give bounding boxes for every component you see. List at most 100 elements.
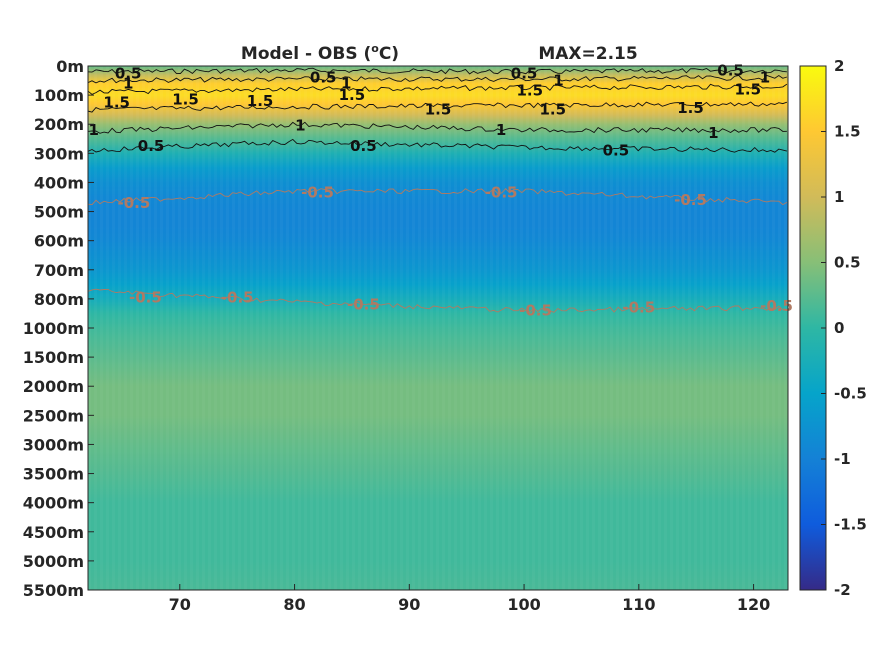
contour-label: 1.5 [735, 80, 762, 98]
contour-label: 1.5 [172, 91, 199, 109]
y-tick-label: 3000m [23, 435, 84, 454]
texture-stripe [292, 66, 295, 590]
colorbar: 2 1.5 1 0.5 0 -0.5 -1 -1.5 -2 [799, 57, 867, 599]
y-tick-label: 700m [34, 261, 84, 280]
texture-stripe [106, 66, 109, 590]
heatmap-texture [88, 66, 787, 590]
chart-title: Model - OBS (oC) [241, 42, 399, 64]
x-tick-label: 100 [507, 595, 540, 614]
texture-stripe [466, 66, 469, 590]
y-tick-label: 0m [56, 57, 84, 76]
contour-label: -0.5 [622, 299, 655, 317]
contour-label: -0.5 [301, 184, 334, 202]
colorbar-tick-label: 0.5 [834, 254, 861, 272]
x-tick-label: 80 [283, 595, 305, 614]
texture-stripe [772, 66, 775, 590]
texture-stripe [700, 66, 703, 590]
contour-label: 0.5 [115, 64, 142, 82]
texture-stripe [346, 66, 349, 590]
texture-stripe [100, 66, 103, 590]
contour-label: 0.5 [511, 64, 538, 82]
contour-line [88, 288, 787, 313]
contour-label: 1.5 [103, 93, 130, 111]
texture-stripe [310, 66, 313, 590]
contour-line [88, 74, 788, 84]
heatmap-field [88, 66, 788, 590]
y-tick-label: 400m [34, 173, 84, 192]
contour-label: 1.5 [517, 82, 544, 100]
texture-stripe [562, 66, 565, 590]
texture-stripe [232, 66, 235, 590]
contour-line [88, 101, 788, 113]
plot-area: 0.511.5 1.5 1.50.5 11.510.510.51.50.5 11.51.… [87, 61, 793, 591]
contour-label: 0.5 [603, 141, 630, 159]
texture-stripe [172, 66, 175, 590]
texture-stripe [190, 66, 193, 590]
contour-label: 1 [88, 121, 98, 139]
contour-label: -0.5 [221, 288, 254, 306]
contour-label: 1.5 [339, 86, 366, 104]
texture-stripe [286, 66, 289, 590]
y-axis: 0m 100m 200m 300m 400m 500m 600m 700m 800m 1000m 1… [23, 57, 94, 600]
texture-stripe [688, 66, 691, 590]
texture-stripe [508, 66, 511, 590]
x-tick-label: 110 [622, 595, 655, 614]
texture-stripe [238, 66, 241, 590]
contour-label: 1 [341, 75, 351, 93]
texture-stripe [490, 66, 493, 590]
texture-stripe [118, 66, 121, 590]
texture-stripe [778, 66, 781, 590]
y-tick-label: 5000m [23, 552, 84, 571]
texture-stripe [538, 66, 541, 590]
y-tick-label: 300m [34, 144, 84, 163]
texture-stripe [520, 66, 523, 590]
contour-label: 1 [295, 117, 305, 135]
texture-stripe [724, 66, 727, 590]
texture-stripe [646, 66, 649, 590]
contour-labels: 0.511.5 1.5 1.50.5 11.510.510.51.50.5 11.51.… [88, 61, 792, 319]
texture-stripe [766, 66, 769, 590]
texture-stripe [316, 66, 319, 590]
contour-label: -0.5 [519, 302, 552, 320]
contour-line [88, 67, 787, 75]
y-tick-label: 1500m [23, 348, 84, 367]
contour-label: 0.5 [310, 69, 337, 87]
contour-label: -0.5 [674, 191, 707, 209]
texture-stripe [736, 66, 739, 590]
texture-stripe [274, 66, 277, 590]
colorbar-tick-label: 2 [834, 57, 844, 75]
texture-stripe [178, 66, 181, 590]
y-tick-label: 200m [34, 115, 84, 134]
texture-stripe [262, 66, 265, 590]
texture-stripe [592, 66, 595, 590]
contour-line [88, 138, 788, 153]
texture-stripe [658, 66, 661, 590]
contour-label: 1.5 [247, 92, 274, 110]
texture-stripe [634, 66, 637, 590]
contour-label: 1 [760, 69, 770, 87]
contour-label: 0.5 [350, 137, 377, 155]
colorbar-tick-label: -1 [834, 450, 851, 468]
contour-label: 1.5 [677, 99, 704, 117]
y-tick-label: 1000m [23, 319, 84, 338]
colorbar-tick-label: 1.5 [834, 123, 861, 141]
texture-stripe [442, 66, 445, 590]
texture-stripe [184, 66, 187, 590]
colorbar-ticks: 2 1.5 1 0.5 0 -0.5 -1 -1.5 -2 [821, 57, 867, 599]
texture-stripe [250, 66, 253, 590]
texture-stripe [244, 66, 247, 590]
y-tick-label: 2000m [23, 377, 84, 396]
texture-stripe [682, 66, 685, 590]
texture-stripe [526, 66, 529, 590]
colorbar-tick-label: 1 [834, 188, 844, 206]
texture-stripe [676, 66, 679, 590]
texture-stripe [694, 66, 697, 590]
y-tick-label: 500m [34, 203, 84, 222]
contour-label: -0.5 [760, 297, 793, 315]
texture-stripe [298, 66, 301, 590]
contour-line [88, 188, 788, 206]
contour-label: 0.5 [717, 61, 744, 79]
texture-stripe [712, 66, 715, 590]
y-tick-label: 4000m [23, 494, 84, 513]
texture-stripe [532, 66, 535, 590]
